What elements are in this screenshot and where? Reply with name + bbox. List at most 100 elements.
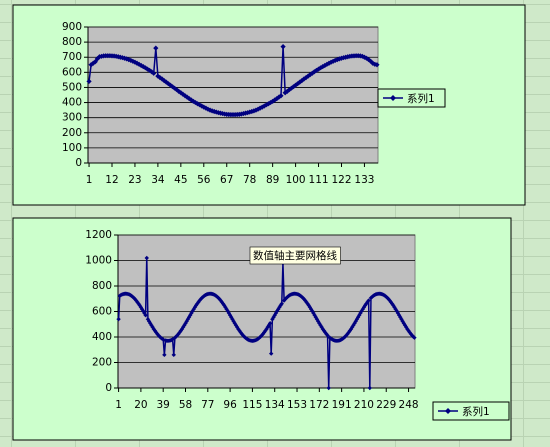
marker (261, 103, 267, 109)
marker (143, 312, 148, 318)
x-tick-label: 210 (354, 399, 374, 411)
marker (326, 385, 331, 391)
y-tick-label: 1200 (85, 229, 112, 241)
marker (318, 65, 324, 71)
marker (338, 55, 345, 61)
marker (189, 310, 194, 316)
marker (307, 72, 313, 78)
marker (322, 62, 328, 69)
marker (359, 53, 365, 59)
y-tick-label: 200 (62, 127, 82, 139)
marker (284, 88, 290, 94)
y-tick-label: 0 (75, 157, 82, 169)
marker (251, 108, 257, 114)
marker (267, 321, 273, 326)
marker (282, 90, 288, 96)
y-tick-label: 0 (105, 382, 112, 394)
x-tick-label: 1 (86, 174, 93, 186)
marker (367, 385, 373, 391)
marker (171, 352, 176, 358)
marker (140, 63, 146, 70)
marker (325, 333, 330, 338)
marker (330, 58, 336, 64)
marker (265, 101, 272, 107)
x-tick-label: 45 (174, 174, 187, 186)
marker (270, 98, 276, 104)
marker (374, 62, 380, 68)
y-tick-label: 300 (62, 112, 82, 124)
y-tick-label: 700 (62, 51, 82, 63)
marker (257, 105, 263, 111)
marker (292, 82, 299, 88)
marker (280, 44, 286, 50)
marker (135, 299, 140, 305)
legend-marker (390, 95, 396, 101)
marker (276, 94, 282, 100)
marker (160, 337, 166, 342)
x-tick-label: 96 (223, 399, 237, 411)
marker (288, 85, 295, 91)
x-tick-label: 89 (266, 174, 279, 186)
x-tick-label: 100 (286, 174, 306, 186)
marker (88, 62, 94, 68)
y-tick-label: 200 (92, 357, 112, 369)
marker (151, 326, 157, 332)
legend-label: 系列1 (407, 92, 435, 105)
x-tick-label: 191 (332, 399, 352, 411)
marker (199, 103, 205, 109)
marker (156, 333, 161, 338)
y-tick-label: 600 (92, 306, 112, 318)
y-tick-label: 600 (62, 66, 82, 78)
marker (121, 55, 128, 61)
marker (169, 84, 176, 90)
marker (153, 45, 159, 51)
marker (145, 317, 151, 322)
marker (259, 104, 265, 110)
marker (144, 255, 149, 261)
x-tick-label: 67 (220, 174, 233, 186)
x-tick-label: 133 (354, 174, 374, 186)
x-tick-label: 78 (243, 174, 256, 186)
marker (150, 324, 155, 330)
marker (368, 58, 374, 64)
marker (177, 330, 182, 335)
marker (226, 310, 232, 316)
marker (279, 301, 284, 306)
marker (132, 59, 138, 65)
y-tick-label: 500 (62, 81, 82, 93)
marker (311, 69, 317, 75)
x-tick-label: 12 (105, 174, 118, 186)
marker (94, 56, 100, 62)
x-tick-label: 153 (287, 399, 307, 411)
y-tick-label: 1000 (85, 255, 112, 267)
legend-box (432, 401, 510, 421)
x-tick-label: 39 (157, 399, 170, 411)
x-tick-label: 172 (309, 399, 329, 411)
legend-marker (445, 408, 451, 414)
marker (301, 76, 307, 82)
x-tick-label: 23 (128, 174, 141, 186)
x-tick-label: 134 (265, 399, 285, 411)
marker (139, 307, 145, 312)
marker (187, 312, 193, 318)
y-tick-label: 800 (62, 36, 82, 48)
marker (274, 96, 280, 102)
x-tick-label: 20 (134, 399, 147, 411)
marker (86, 78, 92, 84)
marker (116, 316, 121, 322)
marker (183, 321, 188, 326)
x-tick-label: 77 (201, 399, 214, 411)
x-tick-label: 248 (399, 399, 419, 411)
marker (209, 108, 215, 114)
marker (412, 335, 417, 340)
marker (193, 303, 199, 308)
marker (336, 56, 343, 62)
marker (303, 75, 309, 81)
marker (278, 93, 284, 99)
marker (151, 70, 157, 76)
marker (180, 91, 186, 97)
y-tick-label: 100 (62, 142, 82, 154)
x-tick-label: 56 (197, 174, 211, 186)
marker (255, 106, 261, 112)
